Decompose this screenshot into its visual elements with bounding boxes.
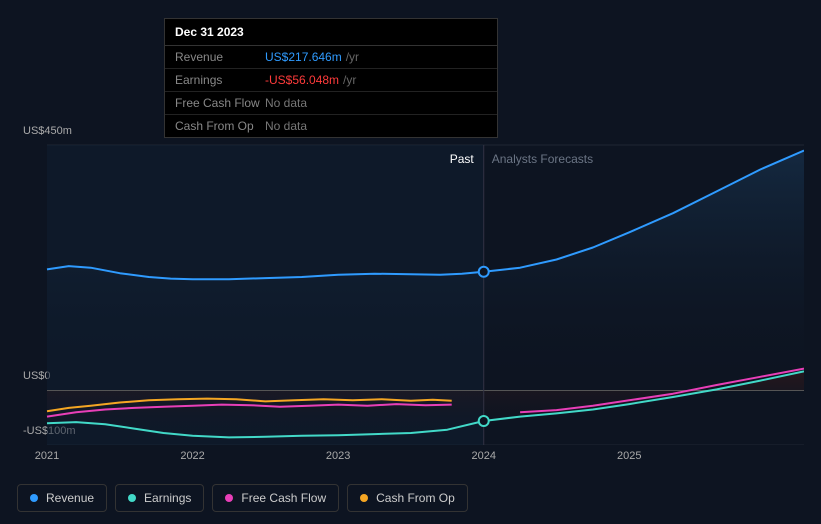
tooltip-row: Free Cash FlowNo data	[165, 92, 497, 115]
x-axis-label: 2025	[617, 450, 641, 462]
tooltip-metric-value: No data	[265, 96, 307, 110]
legend-item[interactable]: Cash From Op	[347, 484, 468, 512]
legend-dot-icon	[128, 494, 136, 502]
financials-chart[interactable]	[17, 125, 804, 445]
legend-dot-icon	[225, 494, 233, 502]
tooltip-metric-value: -US$56.048m	[265, 73, 339, 87]
tooltip-suffix: /yr	[343, 73, 356, 87]
chart-tooltip: Dec 31 2023 RevenueUS$217.646m/yrEarning…	[164, 18, 498, 138]
x-axis-label: 2023	[326, 450, 350, 462]
x-axis-labels: 2021 2022 2023 2024 2025	[17, 450, 804, 470]
tooltip-metric-label: Revenue	[175, 50, 265, 64]
tooltip-suffix: /yr	[346, 50, 359, 64]
tooltip-row: RevenueUS$217.646m/yr	[165, 46, 497, 69]
tooltip-row: Cash From OpNo data	[165, 115, 497, 137]
legend-dot-icon	[30, 494, 38, 502]
legend-label: Free Cash Flow	[241, 491, 326, 505]
legend-dot-icon	[360, 494, 368, 502]
legend-item[interactable]: Revenue	[17, 484, 107, 512]
legend-item[interactable]: Free Cash Flow	[212, 484, 339, 512]
x-axis-label: 2024	[471, 450, 495, 462]
tooltip-metric-value: US$217.646m	[265, 50, 342, 64]
tooltip-metric-label: Free Cash Flow	[175, 96, 265, 110]
section-label-forecast: Analysts Forecasts	[492, 152, 593, 166]
x-axis-label: 2021	[35, 450, 59, 462]
legend-label: Cash From Op	[376, 491, 455, 505]
x-axis-label: 2022	[180, 450, 204, 462]
tooltip-row: Earnings-US$56.048m/yr	[165, 69, 497, 92]
chart-legend: Revenue Earnings Free Cash Flow Cash From O…	[17, 484, 468, 512]
tooltip-date: Dec 31 2023	[165, 19, 497, 46]
legend-item[interactable]: Earnings	[115, 484, 204, 512]
section-label-past: Past	[450, 152, 474, 166]
legend-label: Earnings	[144, 491, 191, 505]
tooltip-metric-label: Earnings	[175, 73, 265, 87]
tooltip-metric-label: Cash From Op	[175, 119, 265, 133]
tooltip-rows: RevenueUS$217.646m/yrEarnings-US$56.048m…	[165, 46, 497, 137]
chart-svg	[17, 125, 804, 445]
tooltip-metric-value: No data	[265, 119, 307, 133]
legend-label: Revenue	[46, 491, 94, 505]
